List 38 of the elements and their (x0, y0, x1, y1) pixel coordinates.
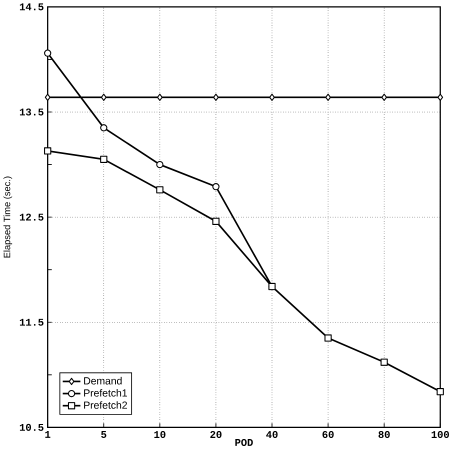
point (156, 160, 164, 168)
point (437, 93, 444, 101)
y-tick-label: 12.5 (20, 213, 44, 220)
y-tick-label: 14.5 (20, 3, 44, 10)
x-tick-label: 60 (322, 430, 334, 438)
legend-label: Prefetch2 (84, 400, 127, 409)
x-tick-label: 80 (378, 430, 390, 438)
point (269, 93, 275, 101)
x-tick-label: 10 (154, 430, 166, 438)
y-tick-label: 10.5 (20, 424, 44, 431)
point (100, 156, 108, 163)
point (268, 282, 276, 290)
point (44, 93, 51, 101)
point (325, 93, 331, 101)
point (212, 182, 220, 190)
y-tick-label: 11.5 (20, 318, 44, 326)
point (100, 124, 108, 132)
y-axis-title: Elapsed Time (sec.) (3, 176, 12, 258)
point (380, 358, 388, 366)
x-tick-label: 100 (432, 430, 449, 438)
y-tick-label: 13.5 (20, 108, 44, 116)
point (436, 388, 444, 396)
legend-label: Demand (84, 376, 122, 384)
point (381, 93, 388, 101)
point (156, 93, 163, 101)
point (324, 334, 332, 342)
point (212, 218, 220, 225)
x-tick-label: 5 (101, 430, 106, 438)
point (44, 147, 52, 154)
point (156, 186, 164, 194)
point (44, 49, 52, 57)
point (100, 93, 107, 101)
x-tick-label: 1 (45, 430, 50, 438)
x-tick-label: 40 (266, 430, 278, 438)
x-tick-label: 20 (210, 430, 222, 438)
point (213, 93, 219, 101)
legend-label: Prefetch1 (84, 388, 127, 396)
x-axis-title: POD (235, 438, 253, 446)
